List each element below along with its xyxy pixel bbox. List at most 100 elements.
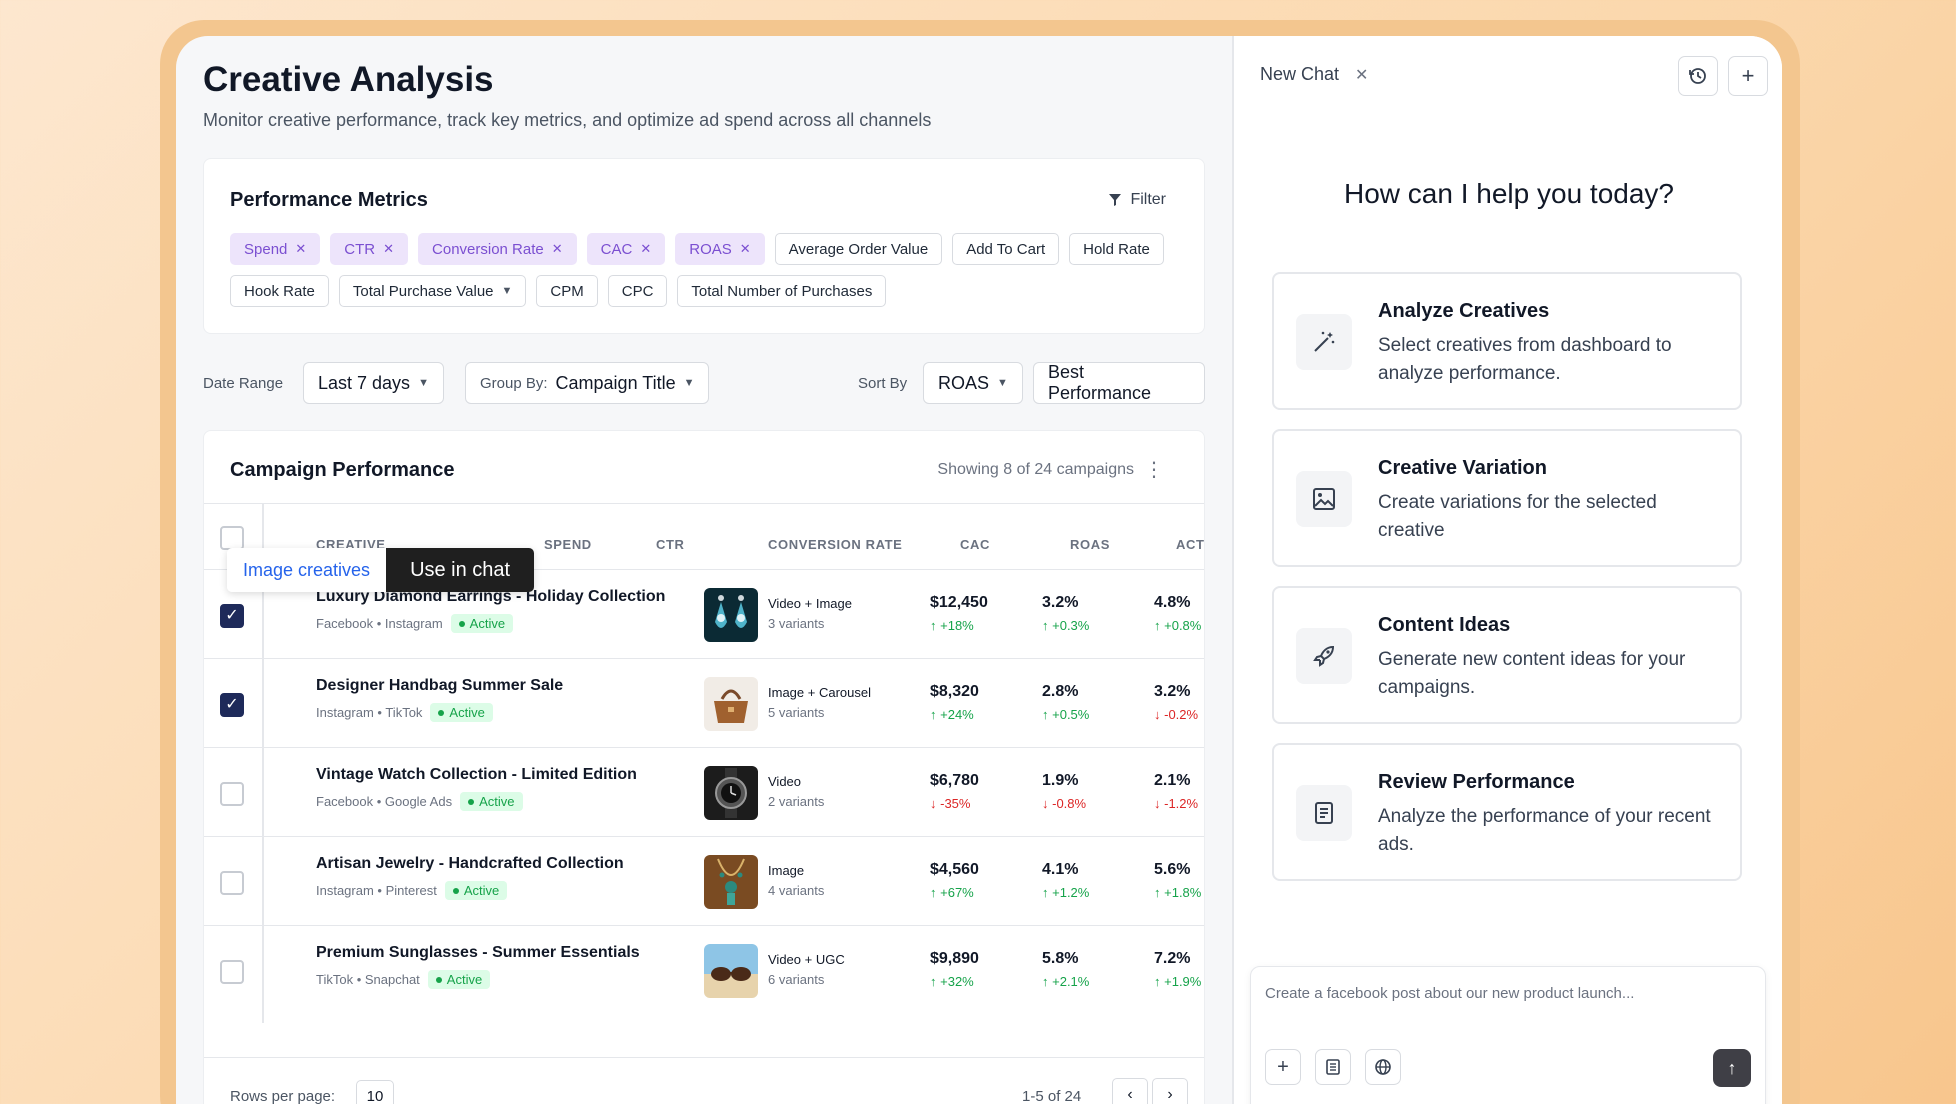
row-checkbox[interactable] [220, 782, 244, 806]
filter-icon [1109, 194, 1122, 206]
chip-hook-rate[interactable]: Hook Rate [230, 275, 329, 307]
table-row[interactable]: ✓ Designer Handbag Summer Sale Instagram… [204, 658, 1204, 747]
metrics-title: Performance Metrics [230, 189, 428, 211]
row-checkbox[interactable] [220, 871, 244, 895]
send-button[interactable]: ↑ [1713, 1049, 1751, 1087]
channels-text: Instagram • Pinterest [316, 883, 437, 898]
campaign-channels: Instagram • Pinterest Active [316, 881, 508, 900]
date-range-label: Date Range [203, 375, 284, 392]
close-icon[interactable]: ✕ [383, 241, 395, 256]
action-description: Create variations for the selected creat… [1378, 492, 1657, 541]
chip-cac[interactable]: CAC ✕ [586, 233, 666, 265]
web-button[interactable] [1365, 1049, 1401, 1085]
status-badge: Active [444, 881, 508, 900]
chip-cpc[interactable]: CPC [607, 275, 668, 307]
campaign-channels: TikTok • Snapchat Active [316, 970, 491, 989]
rows-per-page-select[interactable]: 10 [356, 1080, 394, 1104]
col-spend[interactable]: SPEND [544, 537, 592, 552]
close-icon[interactable]: ✕ [551, 241, 563, 256]
selection-tooltip: Image creatives Use in chat [227, 548, 535, 592]
status-badge: Active [427, 970, 491, 989]
close-icon[interactable]: ✕ [739, 241, 751, 256]
prev-page-button[interactable]: ‹ [1112, 1078, 1148, 1104]
table-row[interactable]: Premium Sunglasses - Summer Essentials T… [204, 925, 1204, 1014]
history-button[interactable] [1678, 56, 1718, 96]
group-by-select[interactable]: Group By: Campaign Title ▼ [465, 362, 710, 404]
chat-input[interactable]: Create a facebook post about our new pro… [1265, 985, 1635, 1002]
row-checkbox[interactable] [220, 960, 244, 984]
sunglasses-image [704, 944, 758, 998]
chip-cpm[interactable]: CPM [536, 275, 598, 307]
chat-heading: How can I help you today? [1344, 178, 1674, 209]
document-icon [1326, 1059, 1340, 1075]
date-range-select[interactable]: Last 7 days ▼ [303, 362, 444, 404]
chip-add-to-cart[interactable]: Add To Cart [952, 233, 1060, 265]
chat-tab[interactable]: New Chat ✕ [1260, 64, 1368, 85]
status-text: Active [463, 883, 500, 898]
table-row[interactable]: Artisan Jewelry - Handcrafted Collection… [204, 836, 1204, 925]
close-icon[interactable]: ✕ [640, 241, 652, 256]
ctr-change: ↑ +1.2% [1042, 885, 1090, 900]
creative-thumbnail[interactable] [704, 944, 758, 998]
spend-value: $12,450 [930, 594, 988, 611]
chip-spend[interactable]: Spend ✕ [230, 233, 321, 265]
new-chat-button[interactable]: + [1728, 56, 1768, 96]
more-vertical-icon[interactable]: ⋮ [1144, 459, 1164, 481]
use-in-chat-button[interactable]: Use in chat [386, 548, 535, 592]
action-content-ideas[interactable]: Content Ideas Generate new content ideas… [1272, 586, 1742, 724]
chip-hold-rate[interactable]: Hold Rate [1069, 233, 1164, 265]
next-page-button[interactable]: › [1152, 1078, 1188, 1104]
conversion-change: ↑ +1.9% [1154, 974, 1202, 989]
pagination-range: 1-5 of 24 [1022, 1088, 1082, 1104]
col-ctr[interactable]: CTR [656, 537, 685, 552]
creative-thumbnail[interactable] [704, 588, 758, 642]
creative-thumbnail[interactable] [704, 855, 758, 909]
document-icon [1296, 785, 1352, 841]
chip-conversion-rate[interactable]: Conversion Rate ✕ [418, 233, 577, 265]
chat-composer: Create a facebook post about our new pro… [1250, 966, 1766, 1104]
creative-variants: 2 variants [768, 794, 825, 809]
sort-by-value: ROAS [938, 372, 990, 393]
ctr-change: ↓ -0.8% [1042, 796, 1087, 811]
col-actions[interactable]: ACTI [1176, 537, 1205, 552]
creative-thumbnail[interactable] [704, 766, 758, 820]
chip-total-purchase-value[interactable]: Total Purchase Value ▼ [338, 275, 527, 307]
chip-total-number-of-purchases[interactable]: Total Number of Purchases [677, 275, 887, 307]
action-creative-variation[interactable]: Creative Variation Create variations for… [1272, 429, 1742, 567]
status-text: Active [449, 705, 485, 720]
chip-roas[interactable]: ROAS ✕ [675, 233, 765, 265]
col-cac[interactable]: CAC [960, 537, 990, 552]
table-controls: Date Range Last 7 days ▼ Group By: Campa… [203, 362, 1205, 404]
creative-type: Image [768, 863, 805, 878]
col-conversion-rate[interactable]: CONVERSION RATE [768, 537, 903, 552]
col-roas[interactable]: ROAS [1070, 537, 1110, 552]
attach-button[interactable]: + [1265, 1049, 1301, 1085]
table-row[interactable]: ✓ Luxury Diamond Earrings - Holiday Coll… [204, 569, 1204, 658]
history-icon [1689, 68, 1706, 84]
document-button[interactable] [1315, 1049, 1351, 1085]
action-analyze-creatives[interactable]: Analyze Creatives Select creatives from … [1272, 272, 1742, 410]
chip-average-order-value[interactable]: Average Order Value [774, 233, 943, 265]
select-all-checkbox[interactable] [220, 526, 244, 550]
creative-type: Image + Carousel [768, 685, 871, 700]
chevron-down-icon: ▼ [418, 377, 429, 389]
chip-label: ROAS [689, 240, 732, 258]
creative-thumbnail[interactable] [704, 677, 758, 731]
chip-ctr[interactable]: CTR ✕ [330, 233, 409, 265]
close-icon[interactable]: ✕ [1355, 66, 1369, 84]
chip-label: Total Purchase Value [352, 282, 494, 300]
row-checkbox[interactable]: ✓ [220, 604, 244, 628]
table-header: CREATIVE SPEND CTR CONVERSION RATE CAC R… [204, 503, 1205, 569]
status-text: Active [479, 794, 515, 809]
chevron-right-icon: › [1167, 1086, 1173, 1103]
performance-select[interactable]: Best Performance [1033, 362, 1205, 404]
campaign-name: Premium Sunglasses - Summer Essentials [316, 944, 640, 961]
row-checkbox[interactable]: ✓ [220, 693, 244, 717]
close-icon[interactable]: ✕ [295, 241, 307, 256]
action-review-performance[interactable]: Review Performance Analyze the performan… [1272, 743, 1742, 881]
filter-button[interactable]: Filter [1108, 191, 1166, 209]
group-by-value: Campaign Title [555, 372, 676, 393]
chevron-down-icon: ▼ [501, 285, 513, 297]
table-row[interactable]: Vintage Watch Collection - Limited Editi… [204, 747, 1204, 836]
sort-by-select[interactable]: ROAS ▼ [923, 362, 1023, 404]
